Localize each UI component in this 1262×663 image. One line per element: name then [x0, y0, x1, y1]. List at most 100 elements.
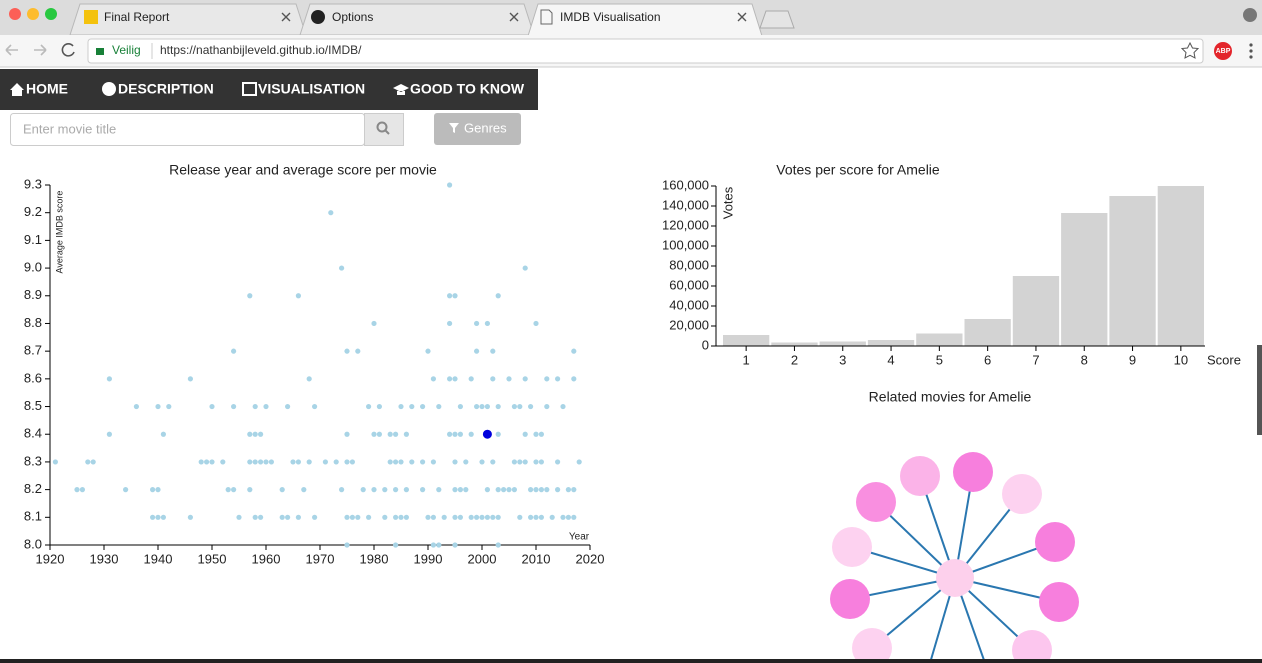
- point: [533, 459, 539, 465]
- point: [155, 514, 161, 520]
- point: [420, 487, 426, 493]
- nav-item[interactable]: VISUALISATION: [258, 81, 365, 97]
- point: [247, 293, 253, 299]
- tab-close[interactable]: [281, 12, 291, 22]
- node[interactable]: [1035, 522, 1075, 562]
- menu[interactable]: [1249, 43, 1253, 59]
- point: [544, 403, 550, 410]
- point: [495, 431, 501, 437]
- point: [312, 514, 318, 520]
- node[interactable]: [832, 527, 872, 567]
- bottom-bar: [0, 659, 1262, 663]
- point: [231, 487, 237, 493]
- point: [538, 487, 545, 493]
- point: [441, 514, 447, 520]
- point: [306, 459, 312, 465]
- y-axis-label: Votes: [720, 186, 735, 219]
- y-tick-label: 9.1: [24, 232, 42, 247]
- lock-icon: [96, 48, 104, 55]
- y-tick-label: 80,000: [669, 257, 709, 272]
- point: [571, 514, 577, 520]
- x-tick-label: 1940: [144, 551, 173, 566]
- extension-icon[interactable]: [1214, 42, 1232, 60]
- node[interactable]: [852, 628, 892, 663]
- point: [295, 459, 301, 465]
- node[interactable]: [1039, 582, 1079, 622]
- point: [420, 459, 426, 465]
- tab-close[interactable]: [737, 12, 747, 22]
- secure-label: Veilig: [112, 43, 141, 57]
- search-button[interactable]: [364, 113, 404, 146]
- new-tab[interactable]: [759, 10, 795, 29]
- x-tick-label: 1970: [306, 551, 335, 566]
- point: [393, 514, 399, 520]
- point: [436, 403, 442, 410]
- tab-title: Options: [332, 10, 373, 24]
- point: [482, 429, 492, 439]
- point: [355, 348, 361, 354]
- y-tick-label: 8.0: [24, 536, 42, 551]
- point: [528, 514, 534, 520]
- point: [495, 514, 501, 520]
- point: [522, 376, 528, 382]
- y-tick-label: 8.3: [24, 453, 42, 468]
- point: [371, 320, 377, 327]
- point: [490, 348, 496, 354]
- nav-item[interactable]: GOOD TO KNOW: [410, 81, 525, 97]
- close-window[interactable]: [9, 8, 21, 20]
- point: [387, 459, 393, 465]
- search-icon: [384, 129, 390, 135]
- tab-close[interactable]: [509, 12, 519, 22]
- node[interactable]: [1002, 474, 1042, 514]
- point: [322, 459, 328, 465]
- point: [506, 487, 512, 493]
- network-nodes: [830, 452, 1079, 663]
- point: [371, 431, 377, 437]
- maximize-window[interactable]: [45, 8, 57, 20]
- node[interactable]: [953, 452, 993, 492]
- node[interactable]: [856, 482, 896, 522]
- minimize-window[interactable]: [27, 8, 39, 20]
- bookmark[interactable]: [1180, 41, 1200, 59]
- point: [247, 459, 253, 465]
- point: [479, 459, 485, 465]
- forward[interactable]: [34, 44, 47, 56]
- reload[interactable]: [61, 43, 75, 57]
- point: [209, 403, 215, 410]
- point: [479, 403, 485, 410]
- nav-item[interactable]: HOME: [26, 81, 68, 97]
- point: [544, 376, 550, 382]
- y-tick-label: 0: [702, 337, 709, 352]
- point: [209, 459, 215, 465]
- point: [198, 459, 204, 465]
- address-bar[interactable]: [87, 38, 1204, 64]
- x-tick-label: 10: [1174, 352, 1188, 367]
- tab-title: IMDB Visualisation: [560, 10, 661, 24]
- x-axis-label: Score: [1207, 352, 1241, 367]
- back[interactable]: [5, 44, 18, 56]
- bar: [1012, 276, 1060, 346]
- profile[interactable]: [1243, 8, 1257, 22]
- node[interactable]: [830, 579, 870, 619]
- y-tick-label: 40,000: [669, 297, 709, 312]
- nav-item[interactable]: DESCRIPTION: [118, 81, 214, 97]
- x-tick-label: 5: [936, 352, 943, 367]
- tab-title: Final Report: [104, 10, 170, 24]
- node[interactable]: [900, 456, 940, 496]
- nav-items: HOME DESCRIPTION VISUALISATION GOOD TO K…: [10, 81, 525, 97]
- genres-button[interactable]: [434, 113, 521, 145]
- node[interactable]: [1012, 630, 1052, 663]
- point: [420, 403, 426, 410]
- point: [474, 403, 480, 410]
- point: [393, 487, 399, 493]
- nav-icon: [242, 82, 257, 96]
- point: [225, 487, 231, 493]
- x-tick-label: 8: [1081, 352, 1088, 367]
- point: [517, 459, 523, 465]
- point: [447, 376, 453, 382]
- point: [166, 403, 172, 410]
- point: [247, 431, 253, 437]
- point: [490, 376, 496, 382]
- center-node[interactable]: [936, 559, 974, 597]
